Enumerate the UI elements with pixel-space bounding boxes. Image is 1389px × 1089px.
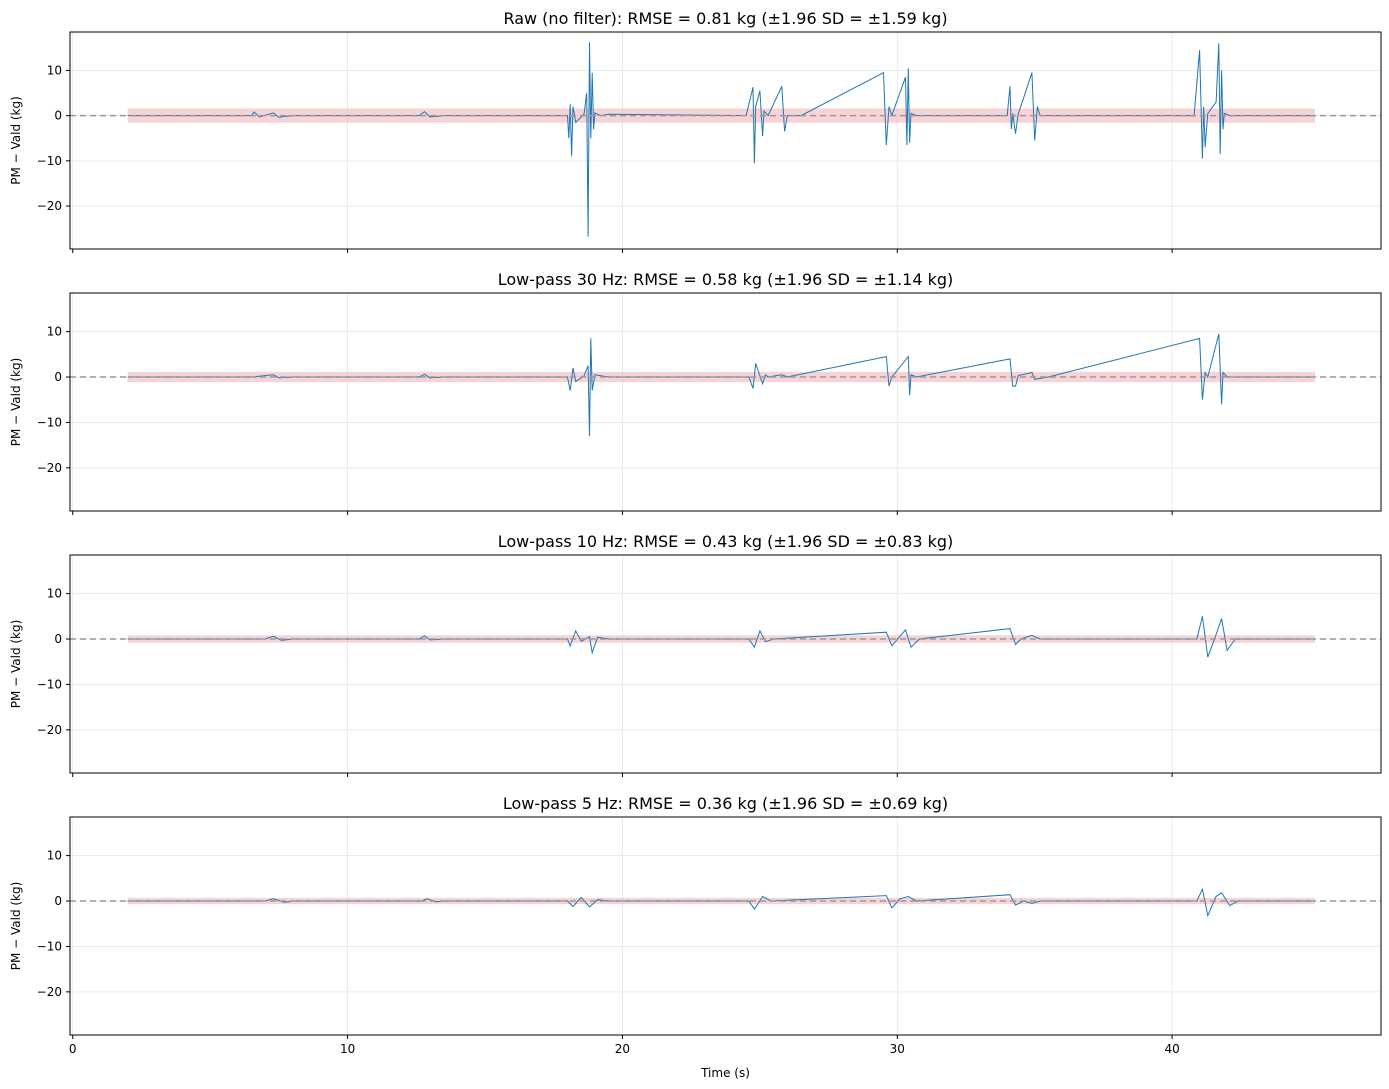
axes-frame	[69, 292, 1382, 512]
y-tick-label: 10	[47, 849, 62, 863]
axes-frame	[69, 31, 1382, 250]
subplot-title: Low-pass 5 Hz: RMSE = 0.36 kg (±1.96 SD …	[503, 794, 948, 813]
y-tick-label: 0	[54, 632, 62, 646]
y-tick-label: 0	[54, 370, 62, 384]
y-tick-label: −10	[37, 939, 62, 953]
y-tick-label: −20	[37, 461, 62, 475]
subplot-3: −20 −10 0 10 Low-pass 10 Hz: RMSE = 0.43 kg …	[9, 532, 1382, 777]
y-tick-label: 10	[47, 63, 62, 77]
x-tick-label: 20	[615, 1042, 630, 1056]
y-axis-label: PM − Vald (kg)	[9, 358, 23, 447]
y-tick-label: −20	[37, 985, 62, 999]
y-tick-label: −10	[37, 154, 62, 168]
y-axis-label: PM − Vald (kg)	[9, 882, 23, 971]
y-tick-label: 10	[47, 587, 62, 601]
y-axis-label: PM − Vald (kg)	[9, 96, 23, 185]
y-tick-label: −10	[37, 677, 62, 691]
x-tick-label: 10	[340, 1042, 355, 1056]
y-tick-label: −10	[37, 415, 62, 429]
x-axis-label: Time (s)	[700, 1066, 750, 1080]
difference-series-line	[127, 616, 1315, 658]
subplot-title: Raw (no filter): RMSE = 0.81 kg (±1.96 S…	[503, 9, 947, 28]
x-tick-label: 30	[890, 1042, 905, 1056]
x-tick-label: 40	[1164, 1042, 1179, 1056]
y-tick-label: 10	[47, 325, 62, 339]
axes-frame	[69, 816, 1382, 1036]
y-tick-label: 0	[54, 894, 62, 908]
x-tick-label: 0	[69, 1042, 77, 1056]
subplot-title: Low-pass 10 Hz: RMSE = 0.43 kg (±1.96 SD…	[498, 532, 954, 551]
subplot-title: Low-pass 30 Hz: RMSE = 0.58 kg (±1.96 SD…	[498, 270, 954, 289]
y-tick-label: 0	[54, 109, 62, 123]
subplot-1: −20 −10 0 10 Raw (no filter): RMSE = 0.81 kg…	[9, 9, 1382, 253]
difference-series-line	[127, 333, 1315, 437]
y-tick-label: −20	[37, 723, 62, 737]
difference-series-line	[127, 42, 1315, 237]
y-tick-label: −20	[37, 199, 62, 213]
subplot-4: −20 −10 0 10 0 10 20 30 40 Low-pass 5 Hz: RMSE = …	[9, 794, 1382, 1080]
axes-frame	[69, 554, 1382, 774]
subplot-2: −20 −10 0 10 Low-pass 30 Hz: RMSE = 0.58 kg …	[9, 270, 1382, 515]
y-axis-label: PM − Vald (kg)	[9, 620, 23, 709]
